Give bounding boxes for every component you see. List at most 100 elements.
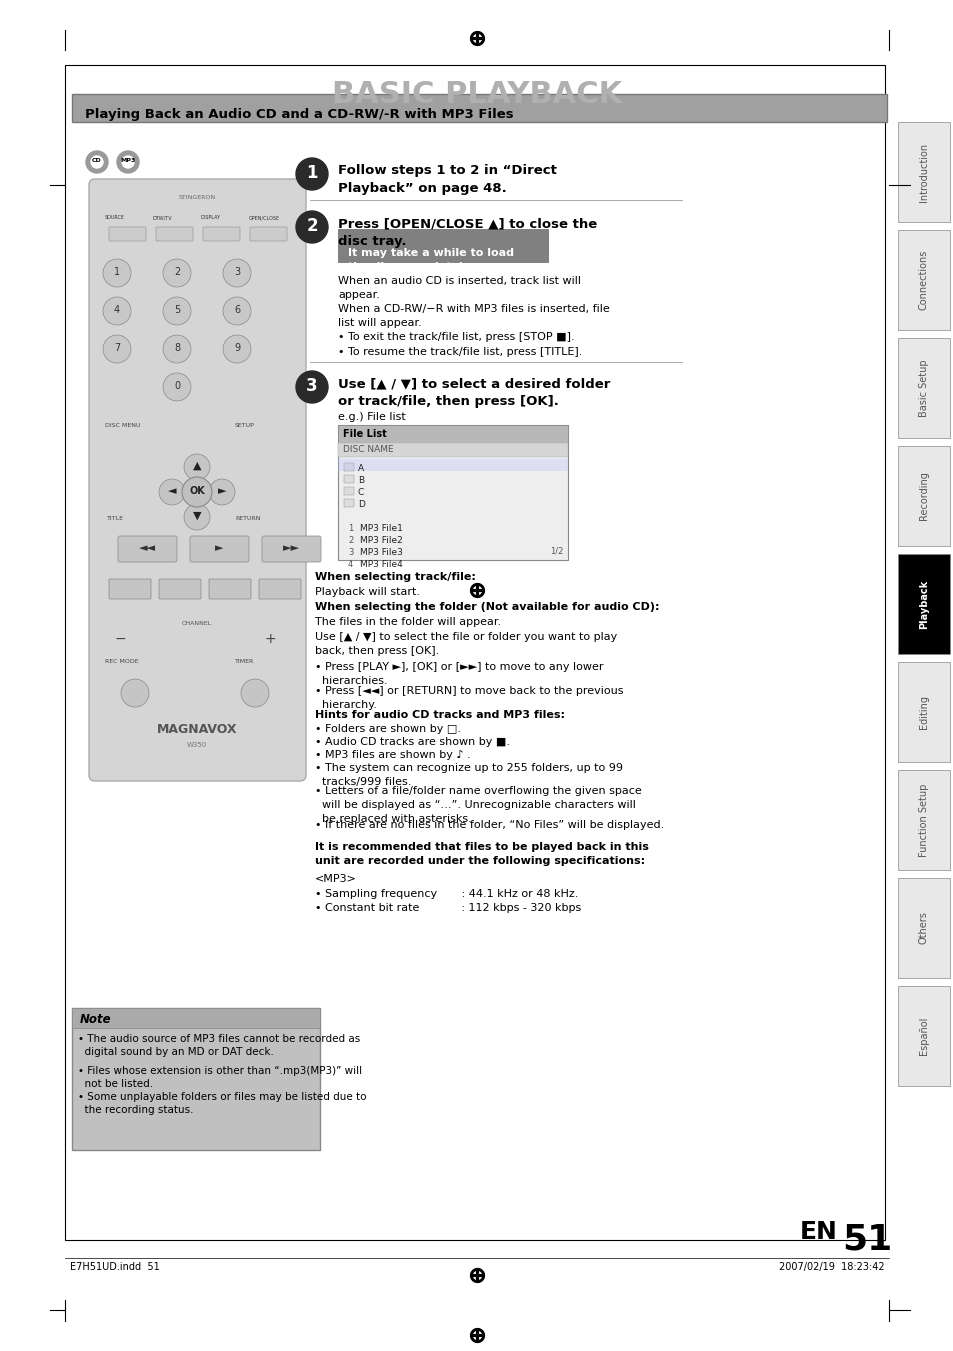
Text: Use [▲ / ▼] to select the file or folder you want to play
back, then press [OK].: Use [▲ / ▼] to select the file or folder… [314, 632, 617, 657]
FancyBboxPatch shape [897, 986, 949, 1086]
Text: −: − [115, 632, 127, 646]
FancyBboxPatch shape [897, 554, 949, 654]
Text: • The audio source of MP3 files cannot be recorded as
  digital sound by an MD o: • The audio source of MP3 files cannot b… [78, 1034, 360, 1058]
Text: +: + [265, 632, 276, 646]
Text: OK: OK [189, 486, 205, 496]
Text: 2007/02/19  18:23:42: 2007/02/19 18:23:42 [779, 1262, 884, 1273]
Circle shape [121, 680, 149, 707]
FancyBboxPatch shape [337, 443, 567, 457]
FancyBboxPatch shape [159, 580, 201, 598]
Circle shape [223, 297, 251, 326]
Text: Editing: Editing [918, 694, 928, 730]
Text: • To exit the track/file list, press [STOP ■].: • To exit the track/file list, press [ST… [337, 332, 574, 342]
Text: • Letters of a file/folder name overflowing the given space
  will be displayed : • Letters of a file/folder name overflow… [314, 786, 641, 824]
Text: e.g.) File list: e.g.) File list [337, 412, 405, 422]
Text: 8: 8 [173, 343, 180, 353]
Circle shape [163, 297, 191, 326]
Text: DISC NAME: DISC NAME [343, 444, 394, 454]
Circle shape [223, 259, 251, 286]
Text: MP3 File1: MP3 File1 [359, 524, 402, 534]
FancyBboxPatch shape [344, 499, 354, 507]
Text: DISC MENU: DISC MENU [105, 423, 140, 428]
Text: 1: 1 [306, 163, 317, 182]
Text: It may take a while to load
the disc completely.: It may take a while to load the disc com… [348, 249, 514, 272]
Text: When selecting the folder (Not available for audio CD):: When selecting the folder (Not available… [314, 603, 659, 612]
Text: When an audio CD is inserted, track list will
appear.: When an audio CD is inserted, track list… [337, 276, 580, 300]
Text: BASIC PLAYBACK: BASIC PLAYBACK [332, 80, 621, 109]
FancyBboxPatch shape [250, 227, 287, 240]
Text: MP3 File4: MP3 File4 [359, 561, 402, 569]
FancyBboxPatch shape [109, 227, 146, 240]
FancyBboxPatch shape [337, 459, 567, 471]
Text: <MP3>: <MP3> [314, 874, 356, 884]
Text: Use [▲ / ▼] to select a desired folder
or track/file, then press [OK].: Use [▲ / ▼] to select a desired folder o… [337, 377, 610, 408]
Text: Playback: Playback [918, 580, 928, 628]
FancyBboxPatch shape [156, 227, 193, 240]
Text: ▼: ▼ [193, 511, 201, 521]
Text: • MP3 files are shown by ♪ .: • MP3 files are shown by ♪ . [314, 750, 470, 761]
Text: C: C [357, 488, 364, 497]
Text: ▲: ▲ [193, 461, 201, 471]
Text: Introduction: Introduction [918, 142, 928, 201]
Text: • The system can recognize up to 255 folders, up to 99
  tracks/999 files.: • The system can recognize up to 255 fol… [314, 763, 622, 788]
Text: 0: 0 [173, 381, 180, 390]
Text: Playback will start.: Playback will start. [314, 586, 419, 597]
Text: EN: EN [800, 1220, 837, 1244]
Circle shape [163, 335, 191, 363]
FancyBboxPatch shape [71, 1008, 319, 1028]
Text: E7H51UD.indd  51: E7H51UD.indd 51 [70, 1262, 159, 1273]
Text: CD: CD [92, 158, 102, 163]
FancyBboxPatch shape [65, 65, 884, 1240]
FancyBboxPatch shape [109, 580, 151, 598]
Text: 3: 3 [233, 267, 240, 277]
Circle shape [122, 155, 133, 168]
Text: The files in the folder will appear.: The files in the folder will appear. [314, 617, 500, 627]
Text: 2: 2 [348, 536, 353, 544]
Circle shape [241, 680, 269, 707]
Text: 2: 2 [173, 267, 180, 277]
Circle shape [184, 504, 210, 530]
Text: D: D [357, 500, 364, 509]
Text: • Press [◄◄] or [RETURN] to move back to the previous
  hierarchy.: • Press [◄◄] or [RETURN] to move back to… [314, 686, 623, 711]
Text: ◄◄: ◄◄ [138, 543, 155, 553]
FancyBboxPatch shape [897, 338, 949, 438]
Text: ◄: ◄ [168, 486, 176, 496]
FancyBboxPatch shape [897, 770, 949, 870]
Text: ►: ► [214, 543, 223, 553]
FancyBboxPatch shape [344, 463, 354, 471]
Text: MP3: MP3 [120, 158, 135, 163]
Circle shape [86, 151, 108, 173]
Text: ►: ► [217, 486, 226, 496]
Text: Function Setup: Function Setup [918, 784, 928, 857]
Circle shape [91, 155, 103, 168]
FancyBboxPatch shape [71, 95, 886, 122]
Text: 7: 7 [113, 343, 120, 353]
Text: DTW/TV: DTW/TV [152, 215, 172, 220]
FancyBboxPatch shape [89, 178, 306, 781]
Text: 6: 6 [233, 305, 240, 315]
Text: 4: 4 [113, 305, 120, 315]
Text: SOURCE: SOURCE [105, 215, 125, 220]
Text: • Audio CD tracks are shown by ■.: • Audio CD tracks are shown by ■. [314, 738, 510, 747]
Text: Español: Español [918, 1017, 928, 1055]
Text: It is recommended that files to be played back in this
unit are recorded under t: It is recommended that files to be playe… [314, 842, 648, 866]
Text: 5: 5 [173, 305, 180, 315]
Text: • To resume the track/file list, press [TITLE].: • To resume the track/file list, press [… [337, 347, 581, 357]
FancyBboxPatch shape [337, 426, 567, 443]
Text: MP3 File2: MP3 File2 [359, 536, 402, 544]
Text: Connections: Connections [918, 250, 928, 311]
Text: Note: Note [80, 1013, 112, 1025]
FancyBboxPatch shape [344, 486, 354, 494]
Circle shape [295, 211, 328, 243]
Text: 1: 1 [348, 524, 353, 534]
Text: Others: Others [918, 912, 928, 944]
FancyBboxPatch shape [897, 122, 949, 222]
Text: 3: 3 [306, 377, 317, 394]
Circle shape [184, 454, 210, 480]
FancyBboxPatch shape [897, 878, 949, 978]
Text: TIMER: TIMER [234, 659, 254, 663]
Text: RETURN: RETURN [234, 516, 260, 521]
Text: File List: File List [343, 430, 386, 439]
Text: REC MODE: REC MODE [105, 659, 138, 663]
Text: 51: 51 [841, 1223, 891, 1256]
